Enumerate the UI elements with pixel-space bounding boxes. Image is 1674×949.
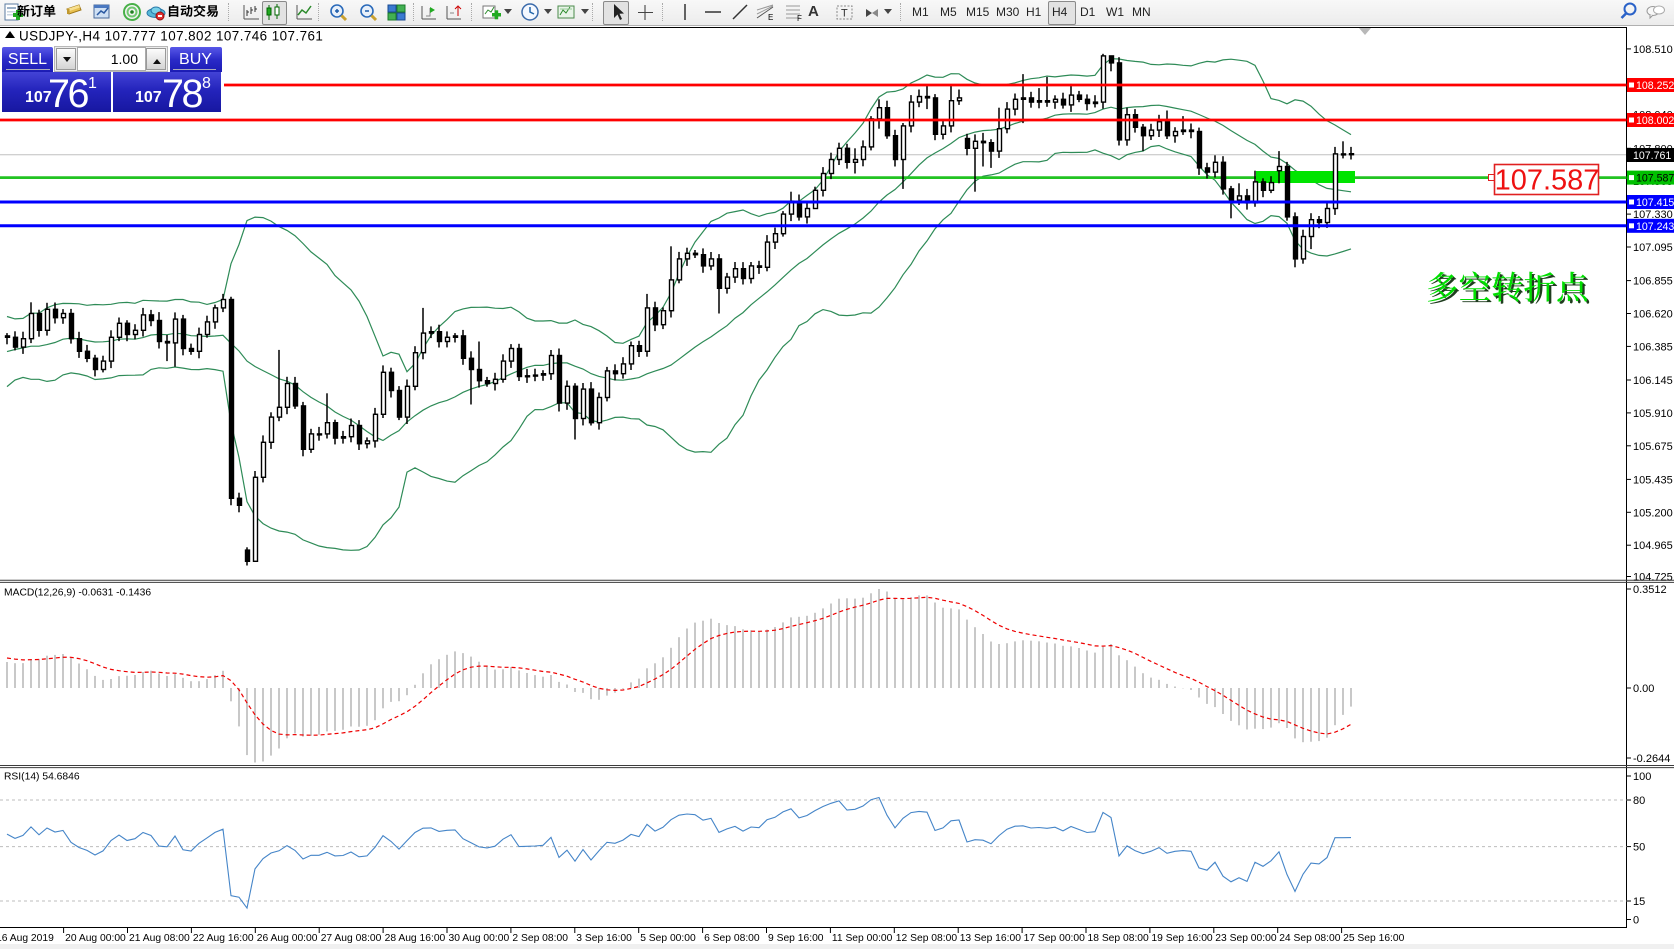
- svg-text:106.855: 106.855: [1633, 276, 1673, 288]
- svg-text:9 Sep 16:00: 9 Sep 16:00: [768, 933, 824, 944]
- svg-text:108.510: 108.510: [1633, 44, 1673, 56]
- svg-text:T: T: [841, 8, 848, 20]
- svg-text:5 Sep 00:00: 5 Sep 00:00: [640, 933, 696, 944]
- svg-text:106.385: 106.385: [1633, 341, 1673, 353]
- svg-text:2 Sep 08:00: 2 Sep 08:00: [512, 933, 568, 944]
- svg-text:105.200: 105.200: [1633, 507, 1673, 519]
- svg-text:16 Aug 2019: 16 Aug 2019: [0, 933, 54, 944]
- svg-text:28 Aug 16:00: 28 Aug 16:00: [385, 933, 446, 944]
- svg-text:30 Aug 00:00: 30 Aug 00:00: [449, 933, 510, 944]
- svg-text:22 Aug 16:00: 22 Aug 16:00: [193, 933, 254, 944]
- svg-text:11 Sep 00:00: 11 Sep 00:00: [832, 933, 893, 944]
- svg-text:106.145: 106.145: [1633, 375, 1673, 387]
- svg-text:0.3512: 0.3512: [1633, 584, 1667, 596]
- svg-text:104.965: 104.965: [1633, 540, 1673, 552]
- svg-text:23 Sep 00:00: 23 Sep 00:00: [1215, 933, 1277, 944]
- svg-text:104.725: 104.725: [1633, 572, 1673, 584]
- svg-text:107.243: 107.243: [1636, 221, 1674, 233]
- svg-text:107.330: 107.330: [1633, 209, 1673, 221]
- svg-text:12 Sep 08:00: 12 Sep 08:00: [896, 933, 958, 944]
- svg-text:105.910: 105.910: [1633, 408, 1673, 420]
- svg-text:107.415: 107.415: [1636, 197, 1674, 209]
- svg-text:106.620: 106.620: [1633, 309, 1673, 321]
- svg-text:0: 0: [1633, 915, 1639, 927]
- svg-text:100: 100: [1633, 771, 1651, 783]
- svg-text:25 Sep 16:00: 25 Sep 16:00: [1343, 933, 1405, 944]
- svg-text:108.252: 108.252: [1636, 80, 1674, 92]
- svg-text:15: 15: [1633, 896, 1645, 908]
- svg-text:27 Aug 08:00: 27 Aug 08:00: [321, 933, 382, 944]
- svg-text:21 Aug 08:00: 21 Aug 08:00: [129, 933, 190, 944]
- svg-text:107.587: 107.587: [1636, 173, 1674, 185]
- svg-text:13 Sep 16:00: 13 Sep 16:00: [960, 933, 1022, 944]
- svg-text:18 Sep 08:00: 18 Sep 08:00: [1088, 933, 1150, 944]
- svg-text:F: F: [797, 14, 802, 23]
- svg-text:80: 80: [1633, 795, 1645, 807]
- svg-text:107.587: 107.587: [1495, 165, 1600, 197]
- svg-text:107.761: 107.761: [1633, 150, 1671, 162]
- svg-text:24 Sep 08:00: 24 Sep 08:00: [1279, 933, 1341, 944]
- svg-text:20 Aug 00:00: 20 Aug 00:00: [65, 933, 126, 944]
- svg-text:105.675: 105.675: [1633, 441, 1673, 453]
- svg-text:USDJPY-,H4 107.777 107.802 10: USDJPY-,H4 107.777 107.802 107.746 107.7…: [19, 29, 323, 44]
- svg-text:E: E: [768, 13, 773, 22]
- svg-text:3 Sep 16:00: 3 Sep 16:00: [576, 933, 632, 944]
- svg-text:107.095: 107.095: [1633, 242, 1673, 254]
- svg-text:108.002: 108.002: [1636, 115, 1674, 127]
- svg-text:17 Sep 00:00: 17 Sep 00:00: [1024, 933, 1086, 944]
- svg-text:26 Aug 00:00: 26 Aug 00:00: [257, 933, 318, 944]
- svg-text:105.435: 105.435: [1633, 474, 1673, 486]
- svg-text:0.00: 0.00: [1633, 683, 1654, 695]
- svg-text:MACD(12,26,9) -0.0631 -0.1436: MACD(12,26,9) -0.0631 -0.1436: [4, 588, 151, 599]
- svg-text:-0.2644: -0.2644: [1633, 753, 1670, 765]
- svg-text:50: 50: [1633, 842, 1645, 854]
- svg-text:6 Sep 08:00: 6 Sep 08:00: [704, 933, 760, 944]
- svg-text:RSI(14) 54.6846: RSI(14) 54.6846: [4, 772, 80, 783]
- svg-text:19 Sep 16:00: 19 Sep 16:00: [1151, 933, 1213, 944]
